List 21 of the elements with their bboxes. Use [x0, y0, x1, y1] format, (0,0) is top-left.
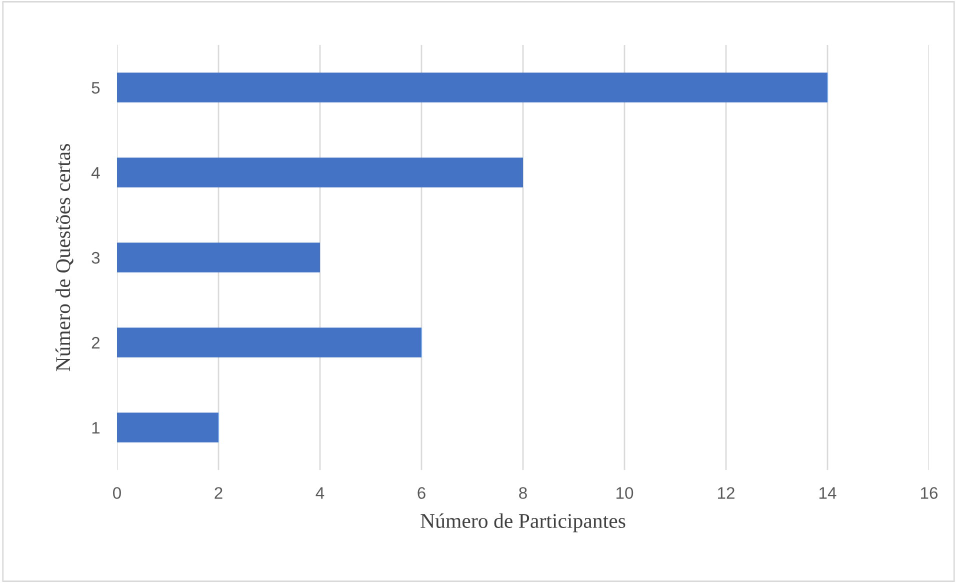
x-tick-label: 2 — [214, 487, 222, 499]
x-tick-label: 10 — [616, 487, 634, 499]
y-tick-label: 1 — [92, 422, 100, 434]
y-tick-label: 4 — [91, 167, 100, 179]
x-axis-title: Número de Participantes — [420, 513, 626, 532]
y-tick-label: 5 — [92, 82, 100, 94]
bar — [117, 328, 422, 358]
x-tick-label: 14 — [820, 487, 836, 499]
x-tick-label: 4 — [316, 487, 324, 499]
x-tick-label: 12 — [718, 487, 734, 499]
x-tick-label: 6 — [418, 487, 426, 499]
bar — [117, 158, 523, 188]
y-tick-label: 3 — [92, 252, 100, 264]
x-tick-label: 8 — [519, 487, 527, 499]
bar — [117, 412, 218, 442]
y-tick-label: 2 — [92, 336, 100, 349]
x-tick-label: 0 — [113, 487, 121, 499]
y-axis-title: Número de Questões certas — [55, 144, 74, 372]
bar — [117, 72, 828, 102]
x-tick-label: 16 — [921, 487, 938, 499]
bar — [117, 242, 320, 272]
